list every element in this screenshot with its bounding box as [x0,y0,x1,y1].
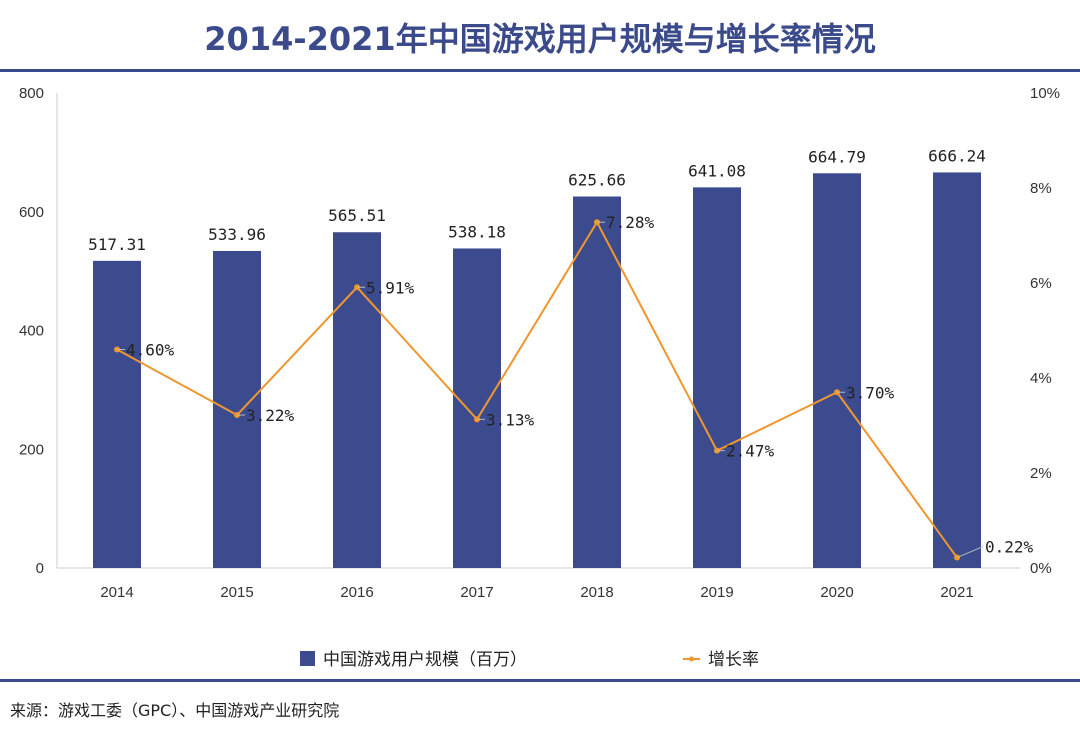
bar-data-label: 666.24 [928,146,986,165]
line-data-label: 2.47% [726,442,775,461]
chart-title: 2014-2021年中国游戏用户规模与增长率情况 [204,20,876,58]
right-axis-tick-label: 8% [1030,180,1052,197]
bar [453,248,501,568]
bar [933,172,981,569]
bar [693,187,741,568]
line-data-label: 7.28% [606,213,655,232]
right-axis-tick-label: 4% [1030,370,1052,387]
bar [213,250,261,568]
bar-data-label: 664.79 [808,147,866,166]
source-note: 来源：游戏工委（GPC）、中国游戏产业研究院 [10,701,340,720]
x-axis-tick-label: 2021 [940,584,973,601]
x-axis-tick-label: 2016 [340,584,373,601]
bar [93,260,141,568]
legend-line-marker [689,656,694,662]
left-axis-tick-label: 800 [19,85,44,102]
line-data-label: 3.22% [246,406,295,425]
bar-data-label: 565.51 [328,206,386,225]
x-axis-tick-label: 2017 [460,584,493,601]
bar-data-label: 641.08 [688,161,746,180]
bar-data-label: 517.31 [88,235,146,254]
data-label-leader [956,546,984,559]
line-data-label: 3.13% [486,410,535,429]
right-axis-tick-label: 0% [1030,560,1052,577]
line-data-label: 4.60% [126,341,175,360]
legend-bar-swatch [300,651,315,666]
bar-data-label: 625.66 [568,171,626,190]
footer-divider [0,679,1080,682]
x-axis-tick-label: 2018 [580,584,613,601]
left-axis-tick-label: 200 [19,441,44,458]
bar-data-label: 533.96 [208,225,266,244]
x-axis-tick-label: 2014 [100,584,133,601]
line-data-label: 5.91% [366,278,415,297]
x-axis-tick-label: 2020 [820,584,853,601]
x-axis-tick-label: 2015 [220,584,253,601]
left-axis-tick-label: 400 [19,323,44,340]
bar-data-label: 538.18 [448,222,506,241]
line-data-label: 0.22% [985,538,1034,557]
line-data-label: 3.70% [846,383,895,402]
growth-rate-line [116,220,958,559]
right-axis-tick-label: 2% [1030,465,1052,482]
right-axis-tick-label: 6% [1030,275,1052,292]
legend-bar-label: 中国游戏用户规模（百万） [323,650,527,670]
legend-line-label: 增长率 [708,650,759,670]
bar [573,196,621,568]
left-axis-tick-label: 0 [36,560,44,577]
title-divider [0,69,1080,72]
bar [813,173,861,568]
x-axis-tick-label: 2019 [700,584,733,601]
left-axis-tick-label: 600 [19,204,44,221]
right-axis-tick-label: 10% [1030,85,1060,102]
